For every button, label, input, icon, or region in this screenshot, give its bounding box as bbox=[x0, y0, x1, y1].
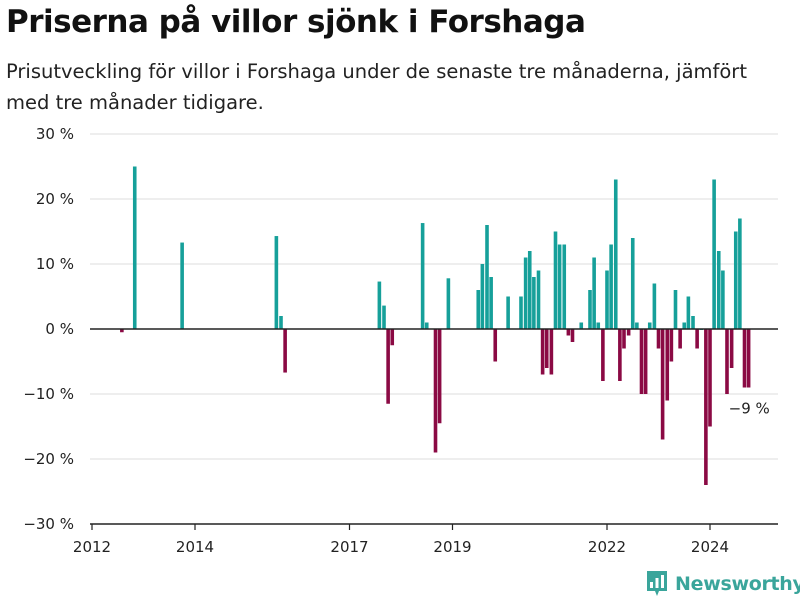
bar bbox=[377, 281, 382, 329]
chart-subtitle: Prisutveckling för villor i Forshaga und… bbox=[6, 60, 747, 114]
bar bbox=[132, 166, 137, 329]
bar bbox=[622, 329, 626, 349]
bar bbox=[708, 329, 712, 427]
bar bbox=[630, 238, 635, 329]
bar bbox=[493, 329, 498, 362]
bar bbox=[476, 290, 481, 329]
bar bbox=[639, 329, 644, 394]
bar bbox=[390, 329, 395, 346]
x-axis: 2012 2014 2017 2019 2022 2024 bbox=[73, 523, 778, 556]
bar bbox=[120, 329, 124, 333]
bar bbox=[446, 278, 451, 329]
x-tick-label: 2024 bbox=[691, 538, 729, 556]
bar bbox=[527, 251, 532, 329]
bar bbox=[536, 270, 541, 329]
bar bbox=[274, 236, 279, 329]
bar bbox=[437, 329, 442, 424]
bar bbox=[742, 329, 747, 388]
bar bbox=[566, 329, 571, 336]
bar bbox=[695, 329, 699, 349]
bar bbox=[283, 329, 287, 373]
bar bbox=[721, 270, 725, 329]
bar bbox=[433, 329, 438, 453]
bar bbox=[279, 316, 283, 329]
bar bbox=[660, 329, 665, 440]
bar bbox=[523, 257, 528, 329]
y-tick-label: −20 % bbox=[23, 450, 74, 468]
bar bbox=[480, 264, 485, 329]
bar bbox=[691, 316, 695, 329]
bar bbox=[682, 322, 687, 329]
newsworthy-logo: Newsworthy bbox=[645, 569, 800, 599]
bar bbox=[618, 329, 622, 381]
x-tick-label: 2022 bbox=[588, 538, 626, 556]
x-tick-label: 2017 bbox=[330, 538, 368, 556]
bar bbox=[544, 329, 549, 368]
bar bbox=[678, 329, 682, 349]
bar bbox=[553, 231, 558, 329]
bar bbox=[549, 329, 554, 375]
y-tick-label: 20 % bbox=[36, 190, 74, 208]
bar bbox=[579, 322, 584, 329]
bar bbox=[609, 244, 613, 329]
bar bbox=[485, 225, 489, 329]
x-tick-label: 2019 bbox=[433, 538, 471, 556]
bar bbox=[626, 329, 631, 336]
bar bbox=[540, 329, 545, 375]
bar bbox=[519, 296, 523, 329]
bar bbox=[596, 322, 601, 329]
bar bbox=[729, 329, 734, 368]
bar bbox=[686, 296, 691, 329]
bar bbox=[180, 242, 184, 329]
y-tick-label: 30 % bbox=[36, 125, 74, 143]
bar bbox=[562, 244, 567, 329]
bar bbox=[386, 329, 390, 404]
bar bbox=[656, 329, 661, 349]
bar bbox=[652, 283, 657, 329]
y-tick-label: −30 % bbox=[23, 515, 74, 533]
annotation-label: −9 % bbox=[729, 400, 770, 418]
bar bbox=[557, 244, 562, 329]
y-tick-label: −10 % bbox=[23, 385, 74, 403]
y-tick-label: 0 % bbox=[45, 320, 74, 338]
bar bbox=[665, 329, 670, 401]
bar bbox=[635, 322, 639, 329]
bar bbox=[643, 329, 648, 394]
bar bbox=[673, 290, 678, 329]
bar bbox=[647, 322, 652, 329]
y-axis: 30 % 20 % 10 % 0 % −10 % −20 % −30 % bbox=[23, 125, 74, 533]
bar bbox=[746, 329, 751, 388]
bar bbox=[669, 329, 674, 362]
bar bbox=[420, 223, 425, 329]
bar bbox=[592, 257, 596, 329]
bar bbox=[704, 329, 708, 485]
bar bbox=[489, 277, 493, 329]
y-tick-label: 10 % bbox=[36, 255, 74, 273]
x-tick-label: 2014 bbox=[176, 538, 214, 556]
brand-name: Newsworthy bbox=[675, 573, 800, 595]
bar bbox=[733, 231, 738, 329]
bar bbox=[506, 296, 510, 329]
bar bbox=[382, 305, 386, 329]
x-tick-label: 2012 bbox=[73, 538, 111, 556]
bar bbox=[605, 270, 609, 329]
bars bbox=[120, 166, 751, 485]
bar bbox=[601, 329, 605, 381]
bar bbox=[725, 329, 729, 394]
annotations: −9 % bbox=[729, 400, 770, 418]
bar bbox=[712, 179, 716, 329]
bar bbox=[424, 322, 429, 329]
bar bbox=[532, 277, 536, 329]
bar bbox=[738, 218, 742, 329]
bar bbox=[716, 251, 721, 329]
bar bbox=[570, 329, 575, 342]
bar bbox=[588, 290, 592, 329]
bar bbox=[613, 179, 618, 329]
newsworthy-logo-icon bbox=[647, 571, 667, 596]
chart-title: Priserna på villor sjönk i Forshaga bbox=[6, 4, 586, 40]
